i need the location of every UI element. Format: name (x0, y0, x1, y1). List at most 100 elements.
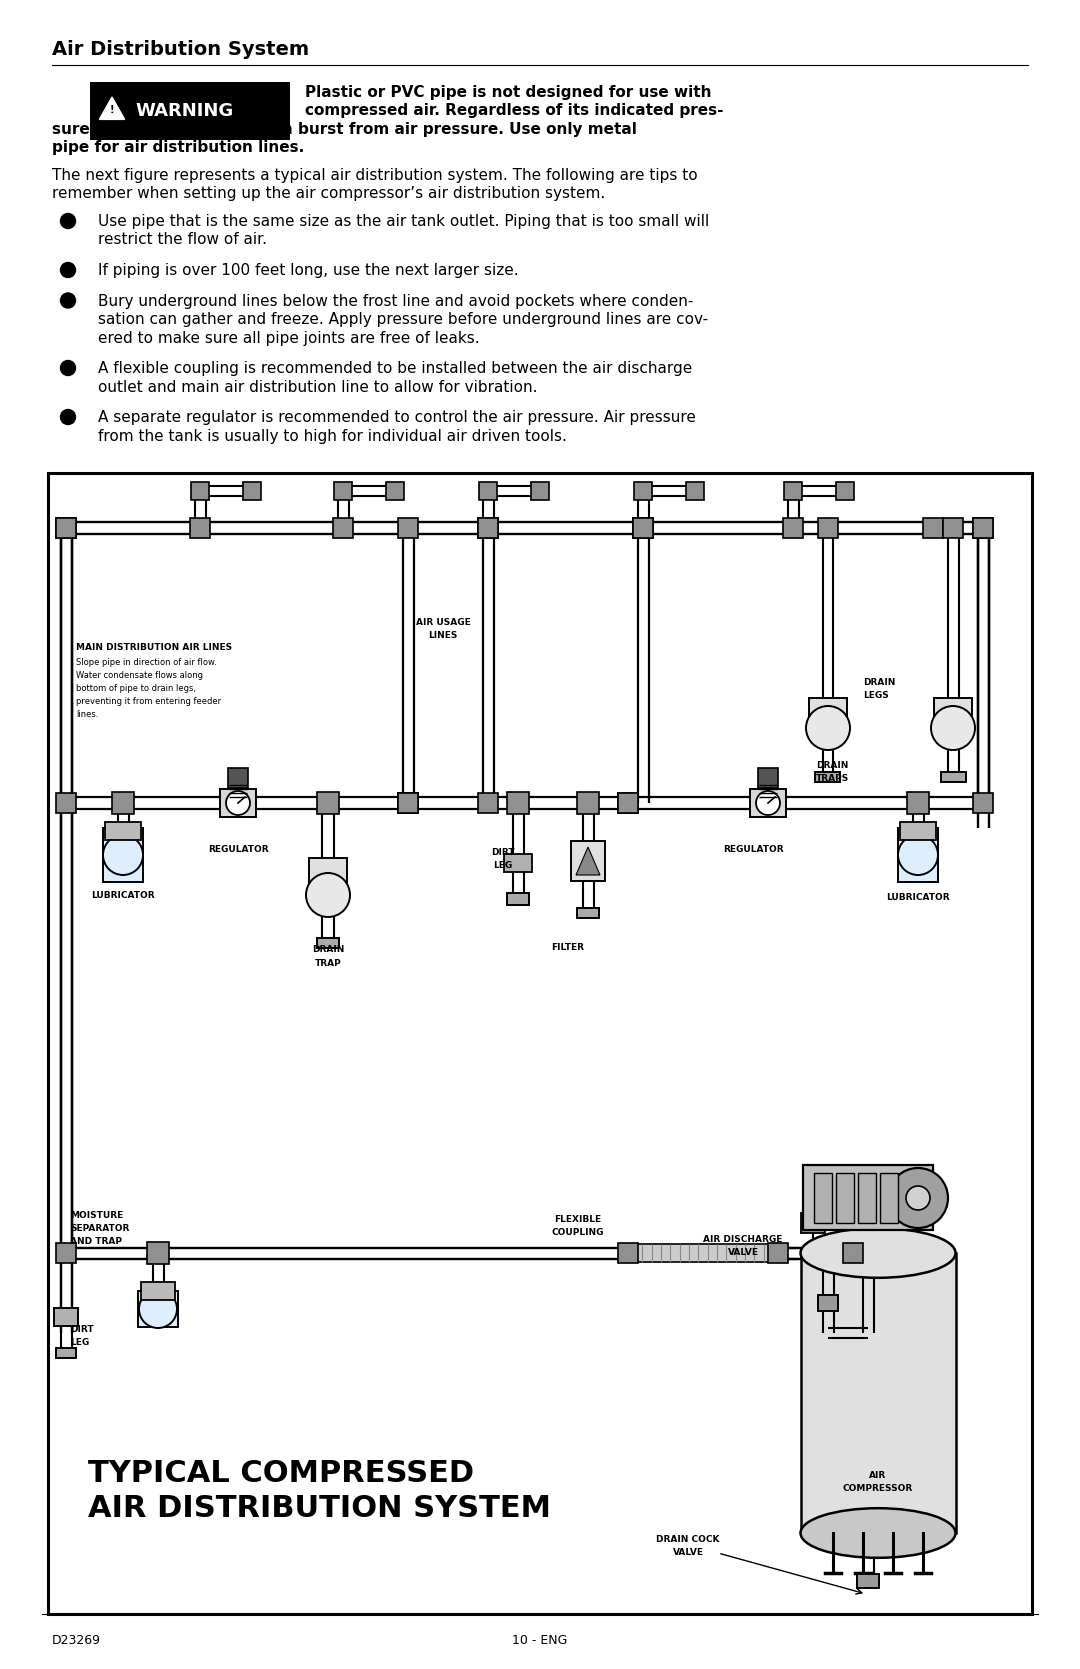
Bar (836, 482, 854, 501)
Bar (758, 768, 778, 788)
Bar (504, 855, 532, 871)
Bar (220, 789, 256, 818)
Bar (399, 793, 418, 813)
Text: WARNING: WARNING (135, 102, 233, 120)
Bar (190, 517, 211, 539)
Bar (480, 482, 497, 501)
Bar (623, 1243, 783, 1262)
Bar (399, 517, 418, 537)
Text: FILTER: FILTER (552, 943, 584, 951)
Text: bottom of pipe to drain legs,: bottom of pipe to drain legs, (76, 684, 195, 693)
Circle shape (897, 834, 939, 875)
Text: REGULATOR: REGULATOR (207, 845, 268, 855)
Bar (858, 1173, 876, 1223)
Bar (55, 517, 77, 539)
Text: Bury underground lines below the frost line and avoid pockets where conden-: Bury underground lines below the frost l… (98, 294, 693, 309)
Bar (507, 793, 529, 814)
Text: restrict the flow of air.: restrict the flow of air. (98, 232, 267, 247)
Text: COMPRESSOR: COMPRESSOR (842, 1484, 913, 1494)
Text: 10 - ENG: 10 - ENG (512, 1634, 568, 1647)
Text: A separate regulator is recommended to control the air pressure. Air pressure: A separate regulator is recommended to c… (98, 411, 696, 426)
Bar (801, 1213, 825, 1233)
Text: D23269: D23269 (52, 1634, 102, 1647)
Bar (757, 793, 779, 814)
Text: LINES: LINES (429, 631, 458, 639)
Text: The next figure represents a typical air distribution system. The following are : The next figure represents a typical air… (52, 169, 698, 184)
Bar (618, 793, 638, 813)
Bar (814, 1173, 832, 1223)
Bar (228, 768, 248, 788)
Text: lines.: lines. (76, 709, 98, 719)
Bar (858, 1574, 879, 1587)
Bar (783, 517, 804, 539)
Bar (784, 482, 802, 501)
Bar (56, 793, 76, 813)
Bar (55, 517, 77, 539)
Circle shape (806, 706, 850, 749)
Bar (800, 1253, 956, 1534)
Bar (750, 789, 786, 818)
Text: MOISTURE: MOISTURE (70, 1212, 123, 1220)
Text: DIRT: DIRT (70, 1325, 94, 1334)
Bar (818, 1295, 838, 1312)
Text: LUBRICATOR: LUBRICATOR (887, 893, 949, 901)
Bar (477, 517, 499, 539)
Text: LEG: LEG (70, 1339, 90, 1347)
Bar (941, 773, 966, 783)
Circle shape (226, 791, 249, 814)
Text: Water condensate flows along: Water condensate flows along (76, 671, 203, 679)
Text: TRAP: TRAP (314, 960, 341, 968)
Bar (399, 793, 418, 813)
Bar (618, 1243, 638, 1263)
Bar (897, 828, 939, 881)
Text: preventing it from entering feeder: preventing it from entering feeder (76, 698, 221, 706)
Bar (809, 698, 847, 728)
Bar (880, 1173, 897, 1223)
Text: from the tank is usually to high for individual air driven tools.: from the tank is usually to high for ind… (98, 429, 567, 444)
Bar (900, 823, 936, 840)
Bar (90, 82, 291, 140)
Bar (478, 793, 498, 813)
Text: SEPARATOR: SEPARATOR (70, 1223, 130, 1233)
Bar (804, 1165, 933, 1230)
Bar (907, 793, 929, 814)
Ellipse shape (800, 1509, 956, 1557)
Circle shape (931, 706, 975, 749)
Text: LEGS: LEGS (863, 691, 889, 699)
Text: VALVE: VALVE (728, 1248, 758, 1257)
Text: Slope pipe in direction of air flow.: Slope pipe in direction of air flow. (76, 658, 217, 668)
Bar (386, 482, 404, 501)
Bar (943, 517, 963, 537)
Text: AIR DISCHARGE: AIR DISCHARGE (703, 1235, 783, 1243)
Bar (836, 1173, 854, 1223)
Bar (318, 938, 339, 948)
Text: Air Distribution System: Air Distribution System (52, 40, 309, 58)
Text: DRAIN: DRAIN (816, 761, 849, 769)
Text: remember when setting up the air compressor’s air distribution system.: remember when setting up the air compres… (52, 185, 605, 200)
Bar (103, 828, 143, 881)
Circle shape (888, 1168, 948, 1228)
Circle shape (60, 409, 76, 424)
Circle shape (139, 1290, 177, 1329)
Circle shape (906, 1187, 930, 1210)
Bar (191, 482, 210, 501)
Circle shape (306, 873, 350, 916)
Text: VALVE: VALVE (673, 1549, 703, 1557)
Bar (141, 1282, 175, 1300)
Bar (334, 482, 352, 501)
Text: COUPLING: COUPLING (552, 1228, 604, 1237)
Bar (686, 482, 704, 501)
Circle shape (60, 214, 76, 229)
Text: sation can gather and freeze. Apply pressure before underground lines are cov-: sation can gather and freeze. Apply pres… (98, 312, 708, 327)
Text: FLEXIBLE: FLEXIBLE (554, 1215, 602, 1223)
Text: outlet and main air distribution line to allow for vibration.: outlet and main air distribution line to… (98, 379, 538, 394)
Bar (973, 517, 994, 539)
Bar (227, 793, 249, 814)
Bar (815, 773, 840, 783)
Bar (571, 841, 605, 881)
Bar (973, 793, 993, 813)
Circle shape (60, 262, 76, 277)
Bar (973, 517, 994, 539)
Text: MAIN DISTRIBUTION AIR LINES: MAIN DISTRIBUTION AIR LINES (76, 643, 232, 653)
Polygon shape (99, 97, 124, 120)
